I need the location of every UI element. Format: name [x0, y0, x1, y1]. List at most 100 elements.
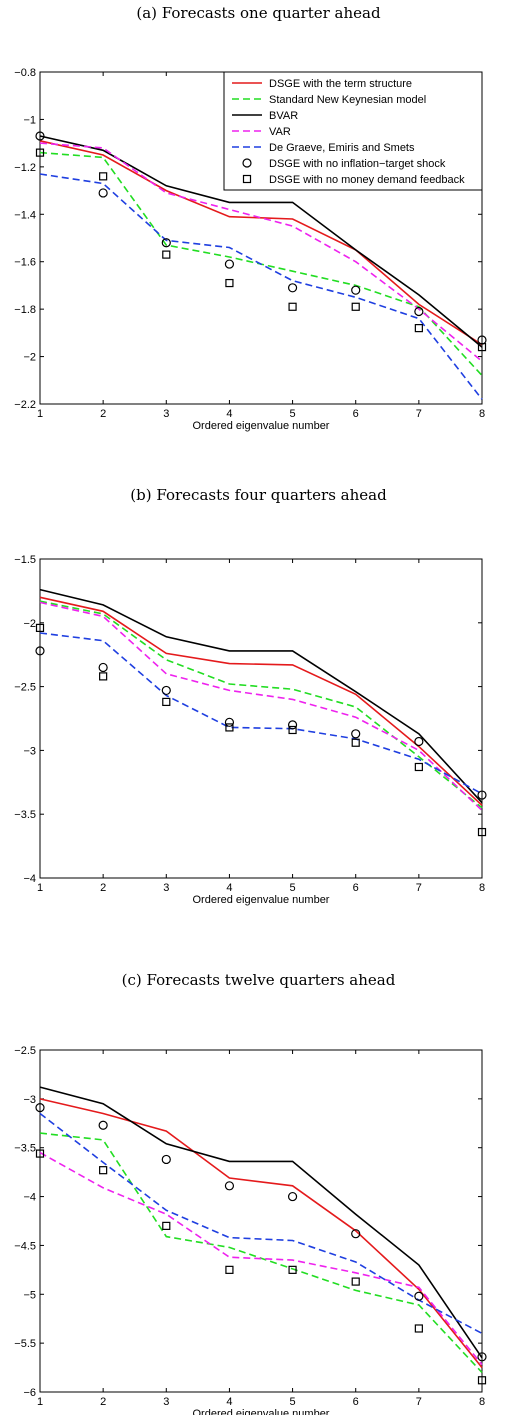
point-dsge-with-no-inflation-target-shock [35, 131, 45, 141]
point-dsge-with-no-money-demand-feedback [414, 762, 423, 772]
point-dsge-with-no-money-demand-feedback [414, 324, 423, 333]
point-dsge-with-no-inflation-target-shock [287, 283, 298, 293]
point-dsge-with-no-inflation-target-shock [351, 729, 361, 739]
x-axis-label: Ordered eigenvalue number [193, 894, 330, 906]
point-dsge-with-no-inflation-target-shock [98, 1120, 108, 1130]
panel-a-title: (a) Forecasts one quarter ahead [136, 4, 381, 22]
point-dsge-with-no-money-demand-feedback [351, 302, 360, 311]
point-dsge-with-no-inflation-target-shock [224, 259, 235, 269]
plot-frame [39, 1049, 483, 1393]
x-tick-label: 5 [290, 1396, 296, 1408]
chart-twelve-quarters-ahead: −2.5 −3 −3.5 −4 −4.5 −5 −5.5 −61 2 3 4 5 6 7 8 Ordered … [14, 1045, 487, 1415]
point-dsge-with-no-money-demand-feedback [351, 738, 360, 747]
x-tick-label: 6 [353, 1396, 359, 1408]
y-tick-label: −6 [23, 1387, 36, 1399]
point-dsge-with-no-money-demand-feedback [162, 250, 171, 259]
panel-c-title: (c) Forecasts twelve quarters ahead [121, 971, 396, 989]
series-line-bvar [39, 135, 483, 348]
x-tick-label: 2 [100, 1396, 106, 1408]
point-dsge-with-no-money-demand-feedback [35, 623, 45, 633]
point-dsge-with-no-inflation-target-shock [287, 1191, 298, 1202]
series-line-dsge-with-the-term-structure [39, 596, 483, 806]
series-line-bvar [39, 1086, 483, 1359]
y-tick-label: −1.5 [14, 554, 36, 566]
legend-label-standard-new-keynesian-model: Standard New Keynesian model [269, 94, 426, 106]
y-tick-label: −3 [23, 1094, 36, 1106]
y-tick-label: −1.4 [14, 209, 36, 221]
x-tick-label: 8 [479, 882, 485, 894]
x-tick-label: 6 [353, 882, 359, 894]
point-dsge-with-no-money-demand-feedback [477, 827, 487, 837]
y-tick-label: −2.2 [14, 399, 36, 411]
x-tick-label: 5 [290, 882, 296, 894]
series-line-dsge-with-the-term-structure [39, 140, 483, 346]
y-tick-label: −1.6 [14, 257, 36, 269]
point-dsge-with-no-money-demand-feedback [225, 723, 234, 732]
point-dsge-with-no-inflation-target-shock [35, 1103, 45, 1113]
point-dsge-with-no-inflation-target-shock [161, 1154, 171, 1165]
point-dsge-with-no-money-demand-feedback [99, 672, 108, 681]
y-tick-label: −3.5 [14, 809, 36, 821]
series-line-dsge-with-the-term-structure [39, 1098, 483, 1369]
legend-label-de-graeve-emiris-and-smets: De Graeve, Emiris and Smets [269, 142, 415, 154]
x-tick-label: 1 [37, 1396, 43, 1408]
y-tick-label: −2 [23, 352, 36, 364]
point-dsge-with-no-money-demand-feedback [288, 302, 297, 311]
legend-swatch-dsge-with-no-money-demand-feedback [242, 174, 252, 184]
x-tick-label: 8 [479, 1396, 485, 1408]
legend-label-bvar: BVAR [269, 110, 298, 122]
x-tick-label: 8 [479, 408, 485, 420]
point-dsge-with-no-inflation-target-shock [287, 720, 298, 730]
legend-swatch-dsge-with-no-inflation-target-shock [242, 158, 252, 168]
legend-label-dsge-with-no-money-demand-feedback: DSGE with no money demand feedback [269, 174, 465, 186]
x-tick-label: 3 [163, 408, 169, 420]
x-tick-label: 3 [163, 882, 169, 894]
y-tick-label: −1 [23, 114, 36, 126]
y-tick-label: −1.2 [14, 162, 36, 174]
y-tick-label: −0.8 [14, 67, 36, 79]
point-dsge-with-no-money-demand-feedback [351, 1277, 360, 1286]
y-tick-label: −2.5 [14, 682, 36, 694]
x-axis-label: Ordered eigenvalue number [193, 420, 330, 432]
point-dsge-with-no-inflation-target-shock [224, 717, 235, 727]
y-tick-label: −5 [23, 1289, 36, 1301]
plot-frame [39, 558, 483, 879]
point-dsge-with-no-inflation-target-shock [161, 238, 171, 248]
point-dsge-with-no-money-demand-feedback [162, 697, 171, 707]
x-tick-label: 1 [37, 408, 43, 420]
point-dsge-with-no-inflation-target-shock [414, 306, 424, 317]
series-line-bvar [39, 588, 483, 804]
x-tick-label: 5 [290, 408, 296, 420]
point-dsge-with-no-money-demand-feedback [288, 1265, 297, 1274]
x-tick-label: 7 [416, 882, 422, 894]
series-line-de-graeve-emiris-and-smets [39, 632, 483, 795]
legend-label-dsge-with-the-term-structure: DSGE with the term structure [269, 78, 412, 90]
point-dsge-with-no-money-demand-feedback [99, 1166, 108, 1175]
point-dsge-with-no-inflation-target-shock [477, 790, 487, 800]
x-tick-label: 2 [100, 408, 106, 420]
point-dsge-with-no-inflation-target-shock [35, 646, 45, 656]
x-tick-label: 3 [163, 1396, 169, 1408]
x-tick-label: 7 [416, 1396, 422, 1408]
point-dsge-with-no-money-demand-feedback [35, 1149, 45, 1158]
x-tick-label: 4 [226, 1396, 232, 1408]
point-dsge-with-no-money-demand-feedback [288, 725, 297, 735]
y-tick-label: −3.5 [14, 1143, 36, 1155]
chart-one-quarter-ahead: −0.8 −1 −1.2 −1.4 −1.6 −1.8 −2 −2.21 2 3 4 5 6 7 8 Orde… [14, 67, 487, 432]
x-axis-label: Ordered eigenvalue number [193, 1408, 330, 1415]
series-line-var [39, 142, 483, 362]
x-tick-label: 4 [226, 882, 232, 894]
x-tick-label: 4 [226, 408, 232, 420]
y-tick-label: −4 [23, 873, 36, 885]
point-dsge-with-no-inflation-target-shock [477, 1352, 487, 1362]
point-dsge-with-no-money-demand-feedback [35, 148, 45, 157]
series-line-var [39, 601, 483, 811]
legend [223, 71, 483, 191]
series-line-de-graeve-emiris-and-smets [39, 1112, 483, 1335]
point-dsge-with-no-money-demand-feedback [99, 172, 108, 181]
point-dsge-with-no-inflation-target-shock [161, 685, 171, 696]
x-tick-label: 2 [100, 882, 106, 894]
point-dsge-with-no-money-demand-feedback [225, 1265, 234, 1274]
point-dsge-with-no-inflation-target-shock [351, 1229, 361, 1239]
x-tick-label: 6 [353, 408, 359, 420]
